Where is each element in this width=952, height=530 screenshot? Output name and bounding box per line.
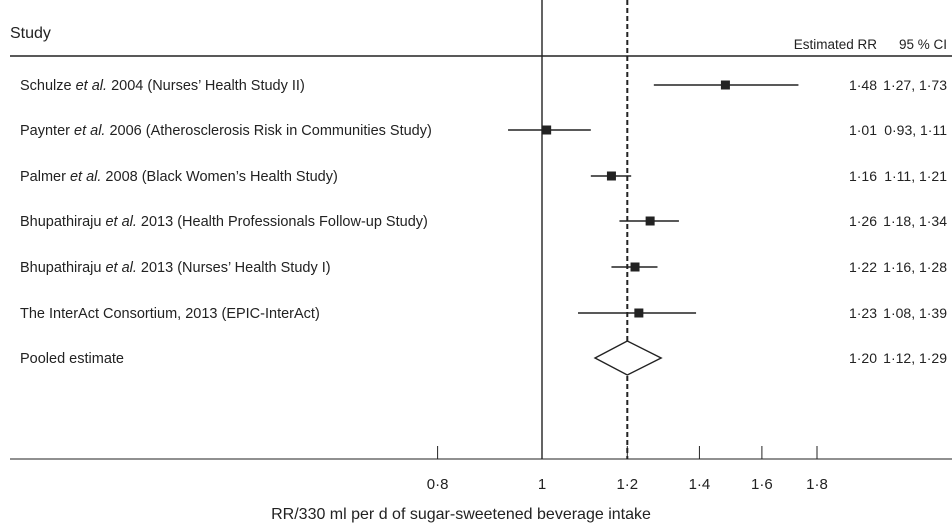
column-header-estimate: Estimated RR <box>794 37 878 52</box>
study-label: The InterAct Consortium, 2013 (EPIC-Inte… <box>20 306 320 322</box>
study-author: Palmer <box>20 169 66 185</box>
point-estimate-marker <box>720 80 730 90</box>
study-et-al: et al. <box>72 78 107 94</box>
column-header-ci: 95 % CI <box>899 37 947 52</box>
study-label: Paynter et al. 2006 (Atherosclerosis Ris… <box>20 123 432 139</box>
study-label: Palmer et al. 2008 (Black Women’s Health… <box>20 169 338 185</box>
x-tick-label: 1·6 <box>751 476 773 493</box>
pooled-label: Pooled estimate <box>20 351 124 367</box>
study-et-al: et al. <box>101 260 136 276</box>
pooled-ci-value: 1·12, 1·29 <box>883 350 947 366</box>
estimate-value: 1·26 <box>849 213 877 229</box>
ci-value: 0·93, 1·11 <box>884 122 947 138</box>
estimate-value: 1·01 <box>849 122 877 138</box>
x-tick-label: 0·8 <box>427 476 449 493</box>
point-estimate-marker <box>645 216 655 226</box>
study-et-al: et al. <box>101 214 136 230</box>
study-detail: The InterAct Consortium, 2013 (EPIC-Inte… <box>20 306 320 322</box>
pooled-diamond <box>593 340 663 376</box>
x-tick-label: 1·8 <box>806 476 828 493</box>
study-detail: 2013 (Health Professionals Follow-up Stu… <box>137 214 428 230</box>
point-estimate-marker <box>542 125 552 135</box>
column-header-study: Study <box>10 25 51 42</box>
estimate-value: 1·23 <box>849 305 877 321</box>
study-author: Schulze <box>20 78 72 94</box>
pooled-estimate-value: 1·20 <box>849 350 877 366</box>
estimate-value: 1·16 <box>849 168 877 184</box>
study-detail: 2008 (Black Women’s Health Study) <box>101 169 337 185</box>
ci-value: 1·18, 1·34 <box>883 213 947 229</box>
ci-value: 1·16, 1·28 <box>883 259 947 275</box>
study-label: Schulze et al. 2004 (Nurses’ Health Stud… <box>20 78 305 94</box>
x-tick-label: 1·4 <box>689 476 711 493</box>
ci-value: 1·11, 1·21 <box>884 168 947 184</box>
point-estimate-marker <box>630 262 640 272</box>
point-estimate-marker <box>634 308 644 318</box>
point-estimate-marker <box>606 171 616 181</box>
study-detail: 2006 (Atherosclerosis Risk in Communitie… <box>105 123 431 139</box>
study-detail: 2004 (Nurses’ Health Study II) <box>107 78 305 94</box>
estimate-value: 1·22 <box>849 259 877 275</box>
study-label: Bhupathiraju et al. 2013 (Health Profess… <box>20 214 428 230</box>
x-tick-label: 1 <box>538 476 546 493</box>
study-author: Bhupathiraju <box>20 260 101 276</box>
estimate-value: 1·48 <box>849 77 877 93</box>
study-et-al: et al. <box>66 169 101 185</box>
ci-value: 1·27, 1·73 <box>883 77 947 93</box>
study-author: Paynter <box>20 123 70 139</box>
study-author: Bhupathiraju <box>20 214 101 230</box>
study-detail: 2013 (Nurses’ Health Study I) <box>137 260 331 276</box>
study-et-al: et al. <box>70 123 105 139</box>
x-tick-label: 1·2 <box>616 476 638 493</box>
study-label: Bhupathiraju et al. 2013 (Nurses’ Health… <box>20 260 331 276</box>
ci-value: 1·08, 1·39 <box>883 305 947 321</box>
x-axis-label: RR/330 ml per d of sugar-sweetened bever… <box>271 506 651 523</box>
